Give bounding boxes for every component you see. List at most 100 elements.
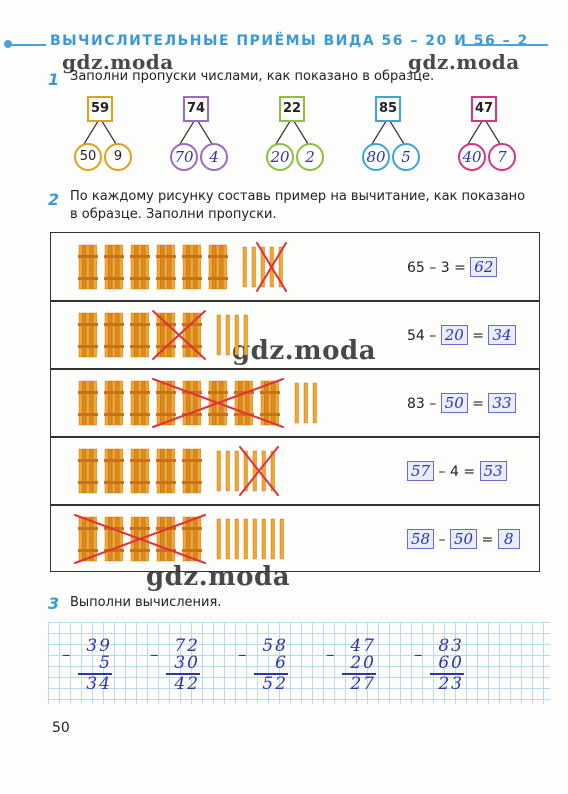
answer-box[interactable]: 8	[497, 529, 520, 549]
answer-box[interactable]: 33	[488, 393, 516, 413]
number-box: 59	[87, 96, 113, 122]
single-stick	[261, 518, 266, 560]
page-number: 50	[52, 720, 70, 736]
stick-bundle	[104, 448, 124, 494]
minuend: 83	[438, 636, 464, 656]
difference: 34	[86, 673, 112, 694]
answer-box[interactable]: 50	[450, 529, 478, 549]
subtraction-equation: 58 – 50 = 8	[407, 529, 520, 549]
table-row: 65 – 3 = 62	[51, 233, 539, 301]
single-stick	[225, 518, 230, 560]
sticks-picture	[78, 378, 317, 428]
watermark: gdz.moda	[408, 50, 520, 74]
minuend: 47	[350, 636, 376, 656]
single-stick	[252, 518, 257, 560]
section-title: ВЫЧИСЛИТЕЛЬНЫЕ ПРИЁМЫ ВИДА 56 – 20 И 56 …	[50, 33, 529, 49]
single-stick	[270, 450, 275, 492]
decomposition-lines	[83, 118, 117, 145]
minus-sign: –	[62, 645, 73, 665]
answer-box[interactable]: 34	[488, 325, 516, 345]
number-circle-right: 4	[200, 143, 228, 171]
difference: 42	[174, 673, 200, 694]
single-stick	[243, 518, 248, 560]
single-stick	[234, 450, 239, 492]
decomposition-lines	[371, 118, 405, 145]
number-circle-left: 70	[170, 143, 198, 171]
stick-bundle	[78, 516, 98, 562]
subtrahend: 20	[350, 653, 376, 673]
decomposition-lines	[275, 118, 309, 145]
single-stick	[234, 518, 239, 560]
answer-box[interactable]: 62	[470, 257, 498, 277]
subtrahend: 5	[99, 653, 112, 673]
equals-sign: =	[449, 260, 471, 276]
subtraction-equation: 83 – 50 = 33	[407, 393, 516, 413]
result-line	[254, 673, 288, 675]
task-2-number: 2	[48, 190, 60, 209]
stick-bundle	[156, 448, 176, 494]
stick-bundle	[104, 516, 124, 562]
stick-bundle	[156, 516, 176, 562]
single-stick	[278, 246, 283, 288]
single-stick	[225, 314, 230, 356]
section-title-bar: ВЫЧИСЛИТЕЛЬНЫЕ ПРИЁМЫ ВИДА 56 – 20 И 56 …	[0, 28, 552, 56]
task-1-number: 1	[48, 70, 60, 89]
single-stick	[216, 518, 221, 560]
subtrahend: 60	[438, 653, 464, 673]
equals-sign: =	[477, 532, 498, 548]
minus-sign: –	[238, 645, 249, 665]
single-stick	[252, 450, 257, 492]
single-stick	[243, 314, 248, 356]
minus-sign: –	[424, 328, 441, 344]
answer-box[interactable]: 58	[407, 529, 435, 549]
difference: 52	[262, 673, 288, 694]
table-row-divider	[51, 300, 539, 302]
number-circle-left: 40	[458, 143, 486, 171]
sticks-picture	[78, 446, 279, 496]
single-stick	[294, 382, 299, 424]
minuend: 72	[174, 636, 200, 656]
answer-box[interactable]: 57	[407, 461, 435, 481]
cross-out-line	[256, 242, 287, 292]
table-row: 57 – 4 = 53	[51, 437, 539, 505]
stick-bundle	[208, 244, 228, 290]
cross-out-line	[239, 446, 279, 496]
number-box: 85	[375, 96, 401, 122]
stick-bundle	[156, 380, 176, 426]
task-3-number: 3	[48, 594, 60, 613]
single-stick	[270, 518, 275, 560]
number-circle-left: 50	[74, 143, 102, 171]
table-row: 54 – 20 = 34	[51, 301, 539, 369]
cross-out-line	[152, 378, 284, 428]
answer-box[interactable]: 50	[440, 393, 468, 413]
stick-bundle	[156, 312, 176, 358]
minus-sign: –	[150, 645, 161, 665]
number-circle-left: 20	[266, 143, 294, 171]
number-circle-right: 2	[296, 143, 324, 171]
equals-sign: =	[467, 396, 489, 412]
sticks-picture	[74, 514, 284, 564]
single-stick	[251, 246, 256, 288]
single-stick	[243, 450, 248, 492]
minuend: 39	[86, 636, 112, 656]
stick-bundle	[104, 380, 124, 426]
title-rule-left	[10, 44, 46, 46]
equation-number: 3	[440, 260, 450, 276]
number-circle-right: 9	[104, 143, 132, 171]
answer-box[interactable]: 20	[440, 325, 468, 345]
task-2-text-line2: в образце. Заполни пропуски.	[70, 207, 277, 222]
title-rule-right	[462, 44, 548, 46]
minus-sign: –	[434, 532, 450, 548]
equation-number: 83	[407, 396, 425, 412]
answer-box[interactable]: 53	[479, 461, 507, 481]
stick-bundle	[78, 448, 98, 494]
subtrahend: 6	[275, 653, 288, 673]
single-stick	[225, 450, 230, 492]
result-line	[430, 673, 464, 675]
equation-number: 54	[407, 328, 425, 344]
single-stick	[261, 450, 266, 492]
single-stick	[279, 518, 284, 560]
stick-bundle	[260, 380, 280, 426]
watermark: gdz.moda	[62, 50, 174, 74]
table-row-divider	[51, 436, 539, 438]
